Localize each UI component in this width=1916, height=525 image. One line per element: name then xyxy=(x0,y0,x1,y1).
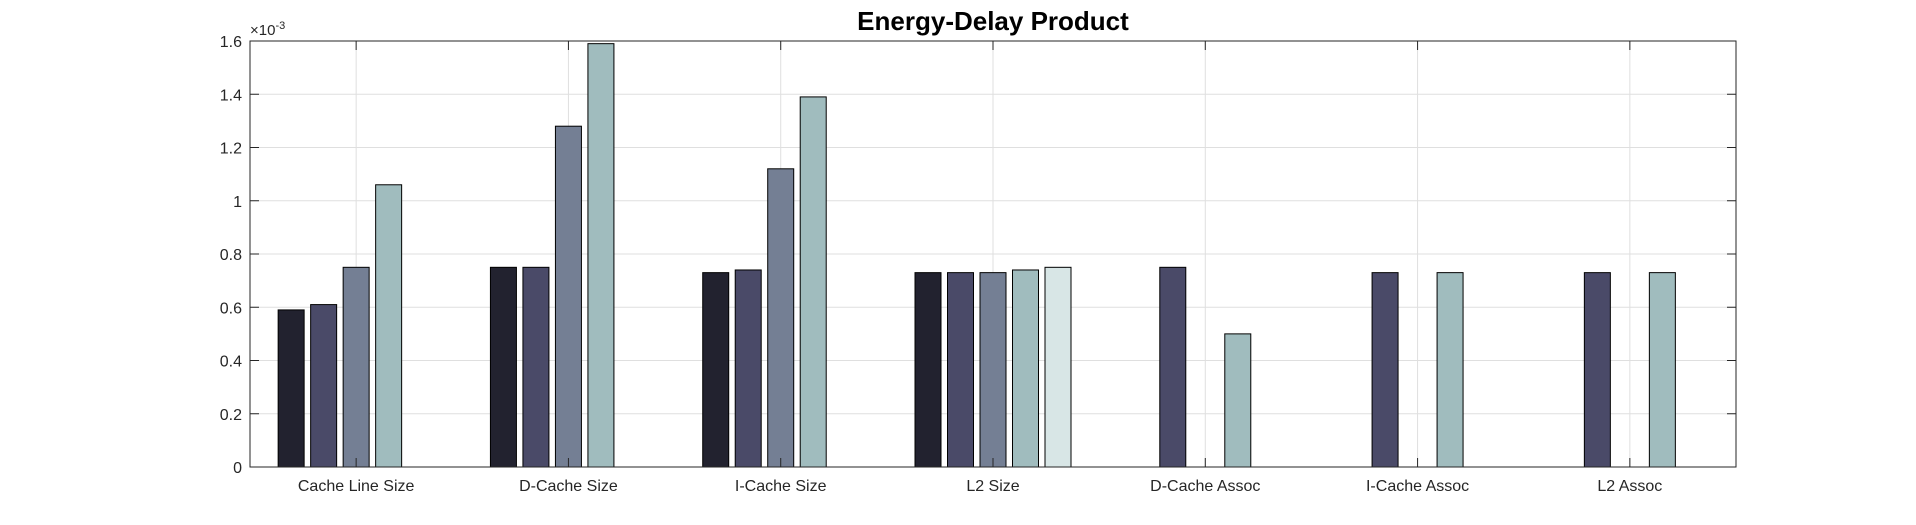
bar xyxy=(342,266,370,468)
exponent-power: -3 xyxy=(275,20,285,32)
bar xyxy=(734,269,762,468)
y-tick-label: 0.2 xyxy=(220,407,242,424)
tick-marks xyxy=(250,40,1736,468)
bar xyxy=(310,304,338,468)
bar xyxy=(1583,272,1611,468)
bar xyxy=(1371,272,1399,468)
x-tick-label: D-Cache Size xyxy=(519,478,618,495)
y-tick-label: 1.6 xyxy=(220,34,242,51)
bar xyxy=(947,272,974,468)
bar xyxy=(767,168,795,468)
bar xyxy=(587,43,615,468)
bar xyxy=(554,125,582,468)
y-tick-label: 1 xyxy=(233,194,242,211)
bar xyxy=(1044,266,1072,468)
y-tick-label: 0.8 xyxy=(220,247,242,264)
y-tick-labels: 0 0.2 0.4 0.6 0.8 1 1.2 1.4 1.6 xyxy=(220,34,242,477)
bar xyxy=(489,266,517,468)
x-tick-label: L2 Size xyxy=(966,478,1019,495)
bar xyxy=(1436,272,1464,468)
x-tick-labels: Cache Line Size D-Cache Size I-Cache Size L… xyxy=(298,478,1662,495)
bar xyxy=(522,266,550,468)
y-tick-label: 0.6 xyxy=(220,300,242,317)
y-tick-label: 1.4 xyxy=(220,87,242,104)
y-tick-label: 1.2 xyxy=(220,141,242,158)
bar xyxy=(375,184,403,468)
axis-exponent-label: ×10-3 xyxy=(250,20,285,39)
x-tick-label: L2 Assoc xyxy=(1597,478,1662,495)
bar xyxy=(702,272,730,468)
y-tick-label: 0.4 xyxy=(220,354,242,371)
x-tick-label: D-Cache Assoc xyxy=(1150,478,1260,495)
bar xyxy=(1012,269,1039,468)
bar xyxy=(979,272,1007,468)
bar xyxy=(914,272,942,468)
x-tick-label: Cache Line Size xyxy=(298,478,415,495)
x-tick-label: I-Cache Size xyxy=(735,478,827,495)
bar xyxy=(799,96,827,468)
y-tick-label: 0 xyxy=(233,460,242,477)
chart-title: Energy-Delay Product xyxy=(857,6,1129,36)
bar xyxy=(277,309,305,468)
bar xyxy=(1224,333,1252,468)
bars xyxy=(277,43,1676,468)
x-tick-label: I-Cache Assoc xyxy=(1366,478,1469,495)
bar xyxy=(1159,266,1187,468)
exponent-base: ×10 xyxy=(250,22,275,39)
bar xyxy=(1648,272,1676,468)
